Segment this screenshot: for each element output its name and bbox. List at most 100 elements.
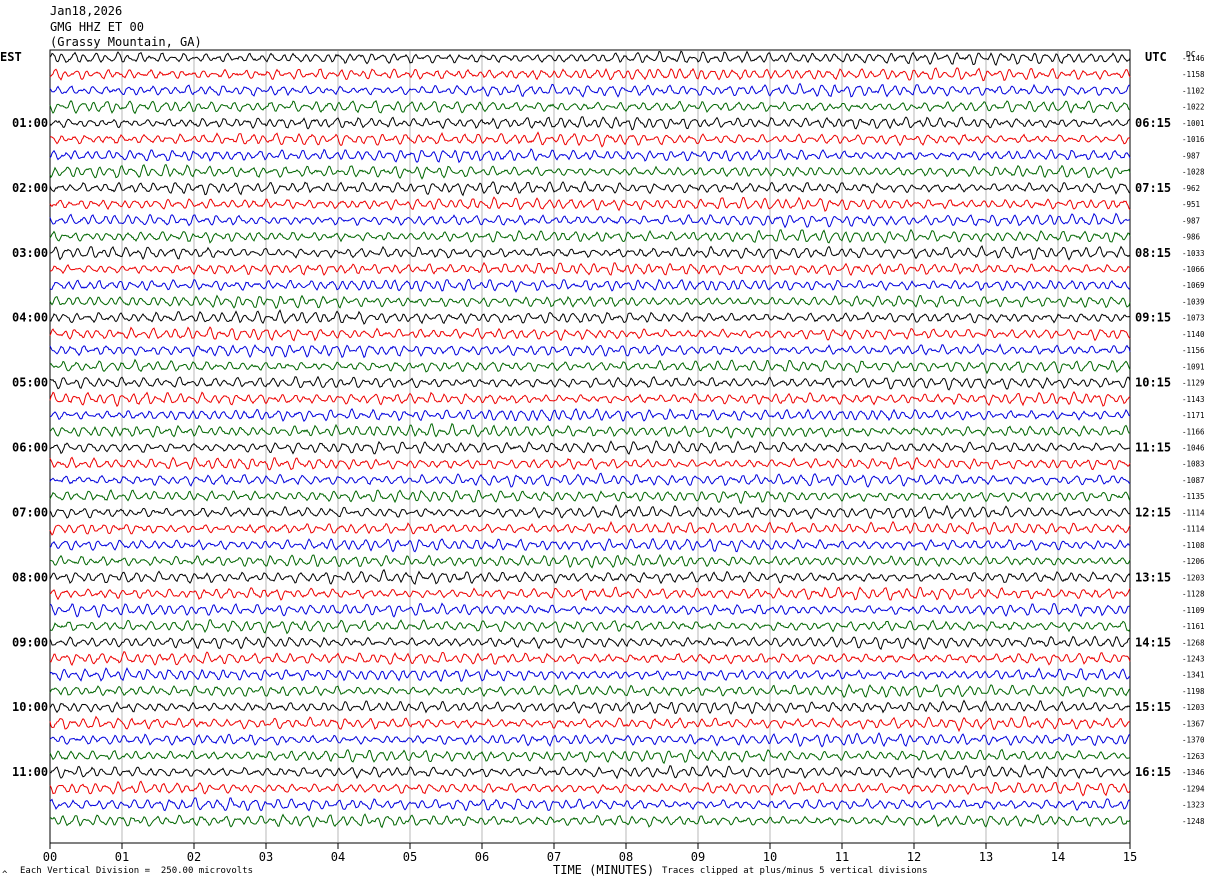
dc-offset-label: -1073 [1182,314,1205,323]
dc-offset-label: -1128 [1182,590,1205,599]
seismic-trace [49,635,1131,650]
dc-offset-label: -1341 [1182,671,1205,680]
seismic-trace [49,245,1131,261]
left-hour-label: 06:00 [12,441,48,455]
dc-offset-label: -1114 [1182,508,1205,517]
seismic-trace [49,375,1131,391]
seismic-trace [49,780,1131,797]
right-timezone-label: UTC [1145,50,1167,64]
seismic-trace [49,408,1131,422]
dc-label: DC [1186,50,1196,59]
dc-offset-label: -1028 [1182,168,1205,177]
right-hour-label: 13:15 [1135,570,1171,584]
dc-offset-label: -1108 [1182,541,1205,550]
left-hour-label: 10:00 [12,700,48,714]
dc-offset-label: -1033 [1182,249,1205,258]
dc-offset-label: -987 [1182,151,1200,160]
seismic-trace [49,326,1131,342]
right-hour-label: 08:15 [1135,246,1171,260]
seismic-trace [49,602,1131,619]
dc-offset-label: -1091 [1182,362,1205,371]
dc-offset-label: -1346 [1182,768,1205,777]
dc-offset-label: -1161 [1182,622,1205,631]
dc-offset-label: -1129 [1182,379,1205,388]
seismic-trace [50,813,1131,829]
x-tick-label: 11 [835,850,849,864]
seismic-trace [49,651,1131,667]
clip-note: Traces clipped at plus/minus 5 vertical … [662,866,928,876]
seismic-trace [49,212,1131,229]
seismic-trace [49,748,1131,765]
dc-offset-label: -1143 [1182,395,1205,404]
dc-offset-label: -1206 [1182,557,1205,566]
dc-offset-label: -1166 [1182,427,1205,436]
dc-offset-label: -1066 [1182,265,1205,274]
dc-offset-label: -1263 [1182,752,1205,761]
left-hour-label: 09:00 [12,635,48,649]
seismic-trace [49,278,1131,293]
right-hour-label: 14:15 [1135,635,1171,649]
right-hour-label: 09:15 [1135,311,1171,325]
left-hour-label: 04:00 [12,311,48,325]
seismic-trace [49,67,1131,82]
seismic-trace [49,148,1131,164]
right-hour-label: 16:15 [1135,765,1171,779]
station-code: GMG HHZ ET 00 [50,20,144,34]
scale-note: Each Vertical Division = 250.00 microvol… [20,866,253,876]
dc-offset-label: -1198 [1182,687,1205,696]
seismic-trace [49,100,1131,115]
seismic-trace [49,131,1131,148]
seismic-trace [49,489,1131,505]
x-tick-label: 00 [43,850,57,864]
seismic-trace [49,520,1131,536]
dc-offset-label: -1046 [1182,444,1205,453]
plot-date: Jan18,2026 [50,4,123,18]
seismic-trace [49,358,1131,375]
seismic-trace [49,82,1131,98]
x-tick-label: 07 [547,850,561,864]
seismic-trace [49,732,1131,748]
seismic-trace [49,309,1131,325]
left-hour-label: 01:00 [12,116,48,130]
seismic-trace [49,667,1131,682]
x-tick-label: 06 [475,850,489,864]
dc-offset-label: -1022 [1182,103,1205,112]
right-hour-label: 12:15 [1135,505,1171,519]
seismic-trace [49,586,1131,602]
dc-offset-label: -1039 [1182,297,1205,306]
x-tick-label: 04 [331,850,345,864]
left-hour-label: 08:00 [12,570,48,584]
right-hour-label: 10:15 [1135,376,1171,390]
dc-offset-label: -1203 [1182,573,1205,582]
dc-offset-label: -1243 [1182,654,1205,663]
seismic-trace [49,294,1131,309]
x-axis-title: TIME (MINUTES) [553,863,655,877]
dc-offset-label: -1294 [1182,784,1205,793]
x-tick-label: 10 [763,850,777,864]
seismic-trace [49,261,1130,277]
seismic-trace [49,116,1131,131]
right-hour-label: 15:15 [1135,700,1171,714]
dc-offset-label: -1001 [1182,119,1205,128]
seismic-trace [49,683,1131,699]
right-hour-label: 11:15 [1135,441,1171,455]
dc-offset-label: -1268 [1182,638,1205,647]
dc-offset-label: -1323 [1182,801,1205,810]
left-hour-label: 07:00 [12,505,48,519]
seismic-trace [49,180,1131,197]
x-tick-label: 09 [691,850,705,864]
dc-offset-label: -951 [1182,200,1200,209]
seismic-trace [49,50,1131,67]
dc-offset-label: -1158 [1182,70,1205,79]
dc-offset-label: -1203 [1182,703,1205,712]
dc-offset-label: -1370 [1182,736,1205,745]
left-timezone-label: EST [0,50,22,64]
x-tick-label: 15 [1123,850,1137,864]
seismic-trace [49,390,1131,408]
dc-offset-label: -1156 [1182,346,1205,355]
seismic-trace [49,537,1131,553]
dc-offset-label: -987 [1182,216,1200,225]
seismic-trace [49,764,1131,780]
left-hour-label: 05:00 [12,376,48,390]
dc-offset-label: -1109 [1182,606,1205,615]
